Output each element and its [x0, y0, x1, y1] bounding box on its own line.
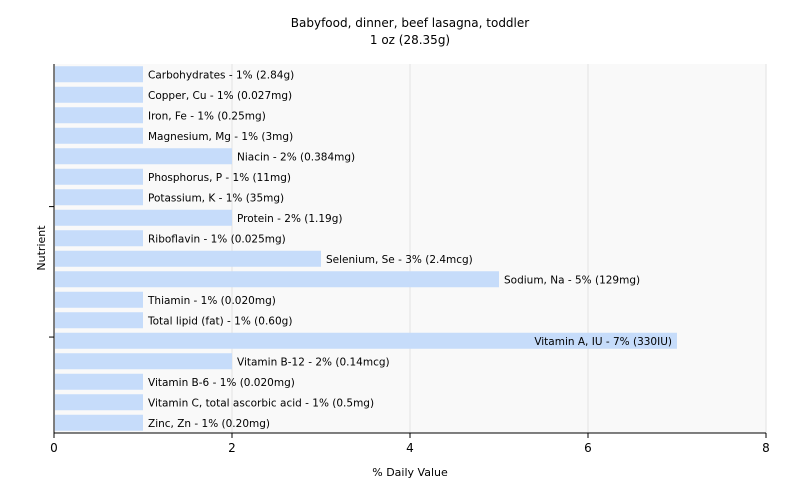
bar: [55, 66, 143, 83]
bar: [55, 189, 143, 206]
bar: [55, 291, 143, 308]
bar: [55, 271, 499, 288]
bar: [55, 168, 143, 185]
bar: [55, 332, 677, 349]
bar-label: Thiamin - 1% (0.020mg): [147, 295, 276, 307]
x-tick-label: 4: [406, 441, 414, 455]
y-axis-title: Nutrient: [35, 225, 48, 271]
bar-label: Vitamin A, IU - 7% (330IU): [534, 336, 672, 348]
bar: [55, 107, 143, 124]
bar-label: Vitamin C, total ascorbic acid - 1% (0.5…: [148, 397, 374, 409]
bar-label: Magnesium, Mg - 1% (3mg): [148, 131, 293, 143]
x-axis-title: % Daily Value: [372, 466, 448, 479]
x-tick-label: 8: [762, 441, 770, 455]
bar: [55, 127, 143, 144]
x-tick-label: 6: [584, 441, 592, 455]
bar-label: Vitamin B-6 - 1% (0.020mg): [148, 377, 295, 389]
bar: [55, 414, 143, 431]
x-tick-label: 0: [50, 441, 58, 455]
chart-title: Babyfood, dinner, beef lasagna, toddler: [291, 16, 529, 30]
bar-label: Phosphorus, P - 1% (11mg): [148, 172, 291, 184]
bar-label: Riboflavin - 1% (0.025mg): [148, 233, 286, 245]
bar: [55, 312, 143, 329]
bar: [55, 394, 143, 411]
bar-label: Sodium, Na - 5% (129mg): [504, 274, 640, 286]
axes: [49, 64, 767, 438]
bar: [55, 373, 143, 390]
bars: [55, 66, 677, 431]
grid-lines: [231, 64, 767, 433]
bar-label: Iron, Fe - 1% (0.25mg): [148, 110, 266, 122]
bar-label: Niacin - 2% (0.384mg): [237, 151, 355, 163]
x-tick-labels: 0 2 4 6 8: [50, 441, 770, 455]
chart-subtitle: 1 oz (28.35g): [370, 33, 450, 47]
bar: [55, 250, 321, 267]
bar-label: Copper, Cu - 1% (0.027mg): [148, 90, 292, 102]
bar: [55, 353, 232, 370]
bar: [55, 209, 232, 226]
bar-label: Carbohydrates - 1% (2.84g): [148, 69, 294, 81]
bar: [55, 86, 143, 103]
bar-label: Protein - 2% (1.19g): [237, 213, 343, 225]
bar-label: Total lipid (fat) - 1% (0.60g): [147, 315, 292, 327]
x-tick-label: 2: [228, 441, 236, 455]
bar-label: Vitamin B-12 - 2% (0.14mcg): [237, 356, 390, 368]
bar-label: Selenium, Se - 3% (2.4mcg): [326, 254, 473, 266]
bar-label: Zinc, Zn - 1% (0.20mg): [148, 418, 270, 430]
bar: [55, 230, 143, 247]
bar: [55, 148, 232, 165]
bar-label: Potassium, K - 1% (35mg): [148, 192, 284, 204]
bar-labels: Carbohydrates - 1% (2.84g) Copper, Cu - 1…: [147, 69, 672, 430]
